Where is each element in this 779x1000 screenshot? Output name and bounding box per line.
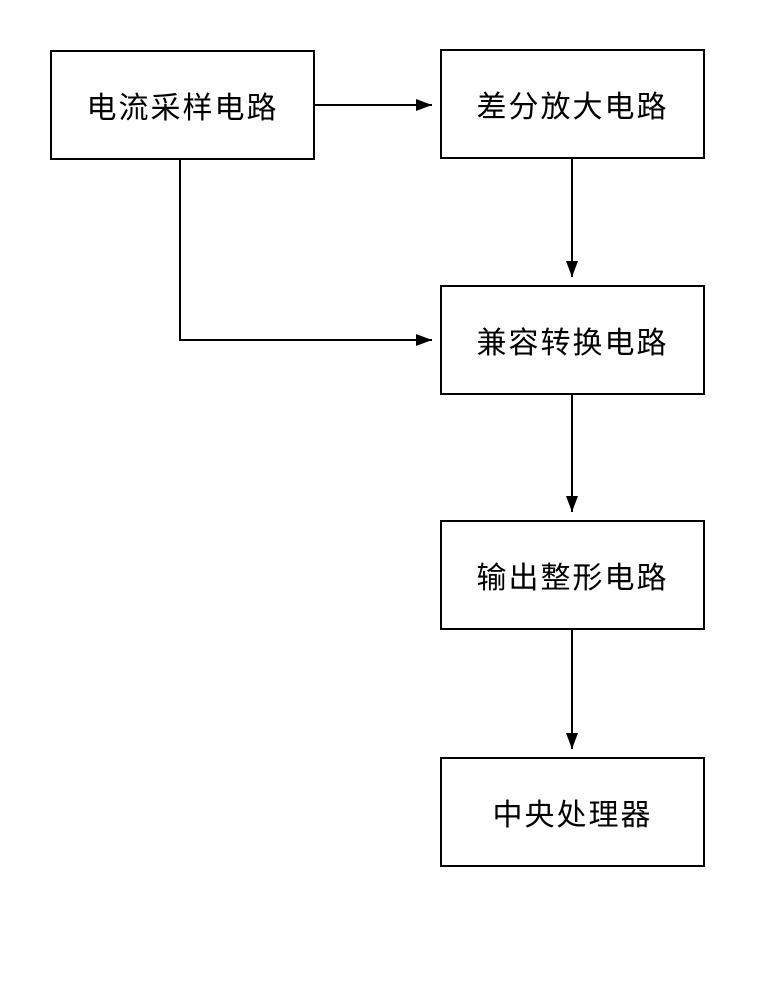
node-amplifier-label: 差分放大电路 bbox=[477, 82, 669, 126]
node-sampling: 电流采样电路 bbox=[50, 50, 315, 160]
node-converter: 兼容转换电路 bbox=[440, 285, 705, 395]
node-cpu-label: 中央处理器 bbox=[493, 790, 653, 834]
node-converter-label: 兼容转换电路 bbox=[477, 318, 669, 362]
node-sampling-label: 电流采样电路 bbox=[87, 83, 279, 127]
node-shaper-label: 输出整形电路 bbox=[477, 553, 669, 597]
node-amplifier: 差分放大电路 bbox=[440, 49, 705, 159]
node-cpu: 中央处理器 bbox=[440, 757, 705, 867]
node-shaper: 输出整形电路 bbox=[440, 520, 705, 630]
